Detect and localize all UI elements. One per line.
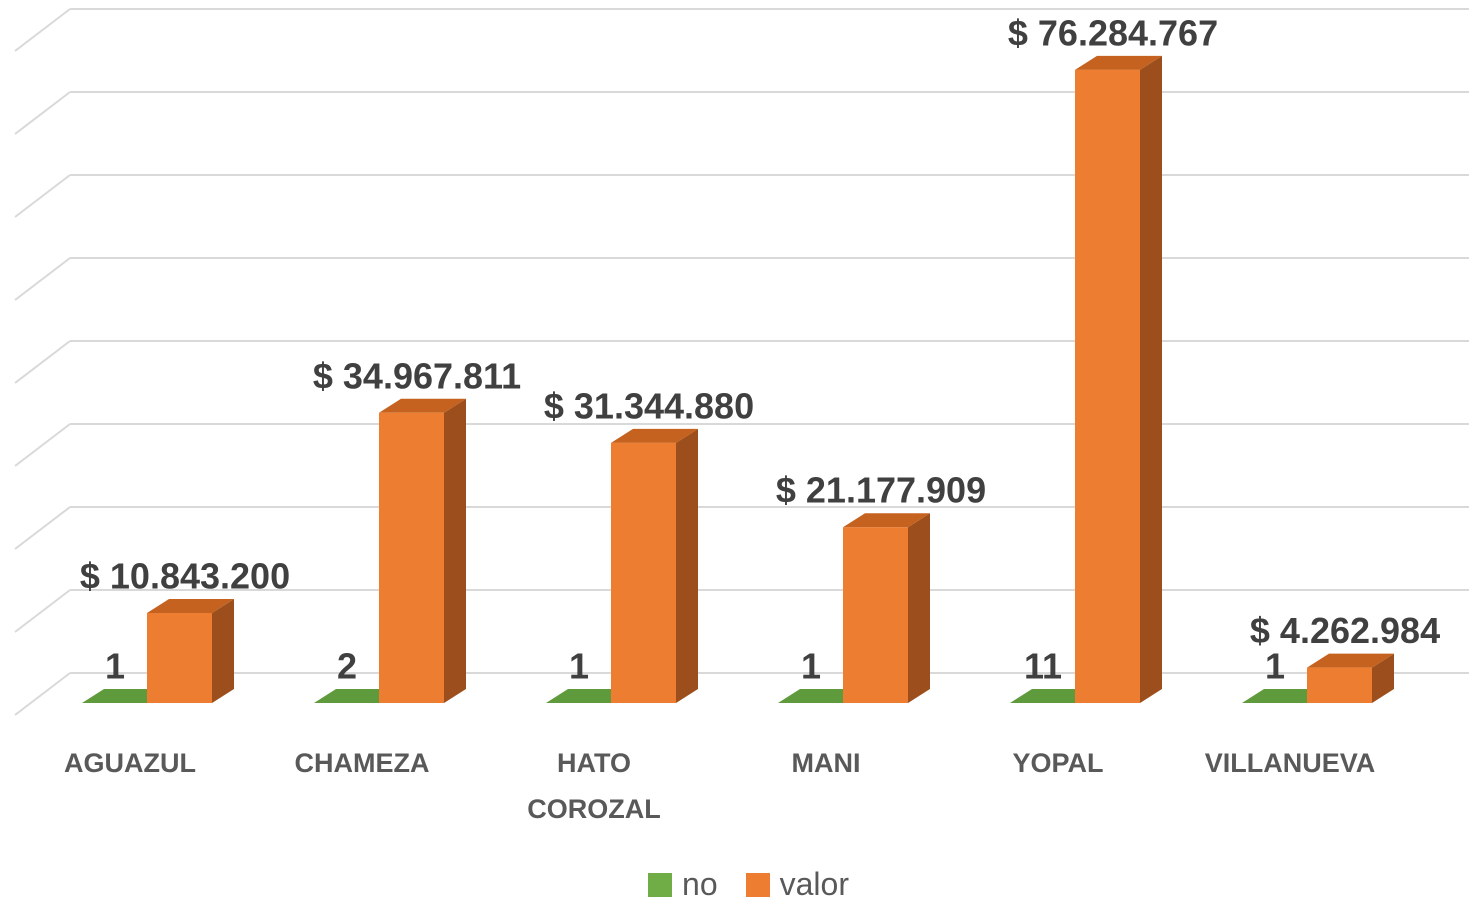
data-label: $ 21.177.909 (776, 470, 986, 511)
x-tick-label: CHAMEZA (294, 748, 430, 778)
x-tick-label: YOPAL (1012, 748, 1104, 778)
data-label: 2 (337, 646, 357, 687)
bar-top (611, 428, 698, 443)
bar-side (908, 513, 930, 703)
bar (379, 412, 444, 703)
grid-line-side (14, 8, 71, 52)
bar-top (1075, 55, 1162, 70)
data-label: 1 (569, 646, 589, 687)
data-label: $ 4.262.984 (1250, 610, 1440, 651)
data-label: 11 (1024, 646, 1062, 687)
grid-line-side (14, 423, 71, 467)
x-tick-label: HATO COROZAL (527, 748, 661, 824)
legend-swatch (648, 872, 673, 897)
data-label: 1 (105, 646, 125, 687)
grid-line-side (14, 589, 71, 633)
bar (1307, 667, 1372, 703)
data-label: $ 10.843.200 (80, 556, 290, 597)
bar-top (147, 599, 234, 614)
bar-top (843, 513, 930, 528)
bar (147, 613, 212, 703)
bar (611, 442, 676, 703)
bar (843, 527, 908, 703)
grid-line-side (14, 340, 71, 384)
data-label: $ 76.284.767 (1008, 12, 1218, 53)
bar-side (676, 428, 698, 703)
legend-label: no (682, 866, 718, 902)
grid-line-side (14, 91, 71, 135)
bar-side (1372, 653, 1394, 703)
data-label: $ 34.967.811 (313, 355, 521, 396)
bar-top (379, 398, 466, 413)
bar-side (1140, 55, 1162, 704)
legend-label: valor (779, 866, 849, 902)
grid-line-side (14, 506, 71, 550)
bar-side (444, 398, 466, 703)
bar (1075, 69, 1140, 704)
grid-line-side (14, 672, 71, 716)
x-tick-label: MANI (791, 748, 861, 778)
x-tick-label: VILLANUEVA (1204, 748, 1376, 778)
grid-line-side (14, 174, 71, 218)
x-tick-label: AGUAZUL (64, 748, 196, 778)
bar-side (212, 599, 234, 703)
legend-swatch (745, 872, 770, 897)
bar-top (1307, 653, 1394, 668)
legend: no valor (0, 866, 1469, 903)
grid-line-side (14, 257, 71, 301)
data-label: 1 (1265, 646, 1285, 687)
data-label: $ 31.344.880 (544, 385, 754, 426)
data-label: 1 (801, 646, 821, 687)
